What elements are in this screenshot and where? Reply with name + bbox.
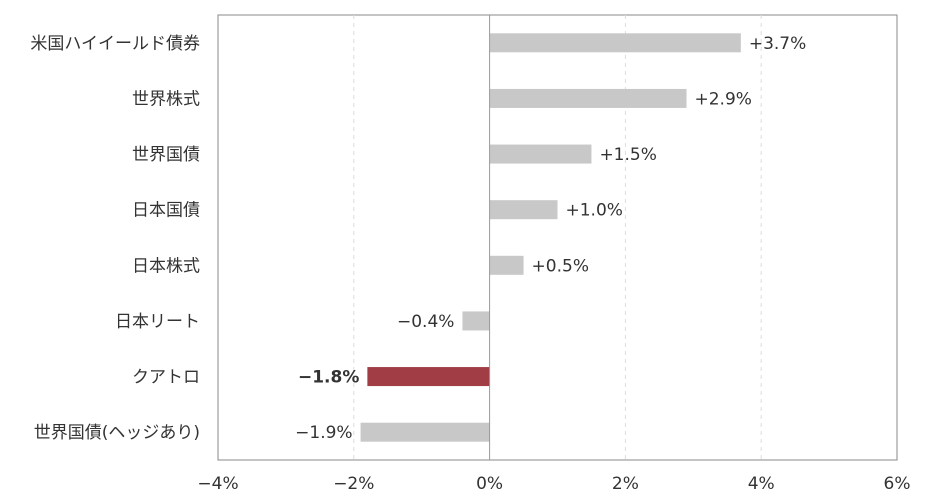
bars — [360, 33, 741, 442]
data-label: +2.9% — [695, 89, 752, 109]
category-label: 米国ハイイールド債券 — [30, 34, 200, 54]
data-label: −1.9% — [295, 423, 352, 443]
category-label: クアトロ — [132, 368, 200, 388]
data-labels: +3.7% +2.9% +1.5% +1.0% +0.5% −0.4% −1.8% −1.9% — [295, 34, 806, 443]
plot-frame — [217, 14, 898, 461]
category-label: 世界国債 — [132, 145, 200, 165]
bar — [489, 33, 741, 53]
category-label: 世界株式 — [132, 89, 200, 109]
bar — [489, 255, 524, 275]
x-tick-label: −2% — [333, 474, 374, 494]
x-tick-labels: −4% −2% 0% 2% 4% 6% — [197, 474, 910, 494]
data-label: +3.7% — [749, 34, 806, 54]
bar — [489, 144, 592, 164]
data-label: +0.5% — [532, 256, 589, 276]
category-label: 日本リート — [115, 312, 200, 332]
category-label: 日本国債 — [132, 201, 200, 221]
category-label: 日本株式 — [132, 256, 200, 276]
x-tick-label: 2% — [612, 474, 639, 494]
bar — [462, 311, 490, 331]
data-label: +1.0% — [566, 201, 623, 221]
x-tick-label: 0% — [476, 474, 503, 494]
bar — [489, 200, 558, 220]
bar — [360, 422, 490, 442]
x-tick-label: −4% — [197, 474, 238, 494]
grid-lines — [353, 15, 762, 460]
bar — [367, 367, 490, 387]
data-label: −0.4% — [397, 312, 454, 332]
x-tick-label: 4% — [748, 474, 775, 494]
data-label: +1.5% — [599, 145, 656, 165]
x-tick-label: 6% — [884, 474, 911, 494]
bar — [489, 88, 687, 108]
category-labels: 米国ハイイールド債券世界株式世界国債日本国債日本株式日本リートクアトロ世界国債(… — [30, 34, 200, 443]
category-label: 世界国債(ヘッジあり) — [34, 423, 200, 443]
data-label: −1.8% — [298, 368, 359, 388]
